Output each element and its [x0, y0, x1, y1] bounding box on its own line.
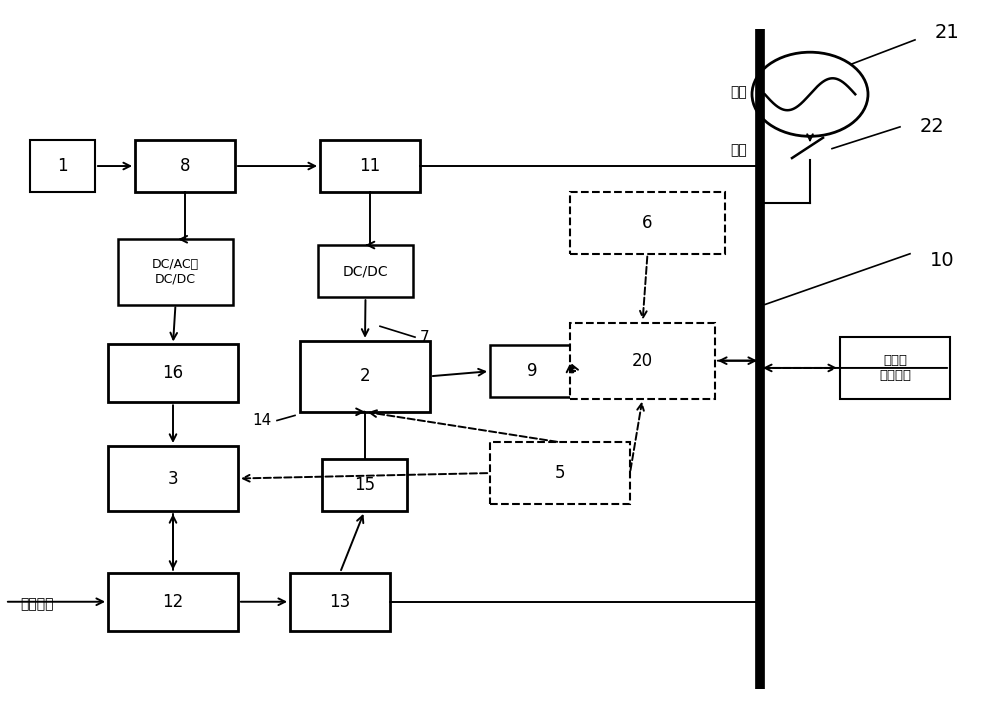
Text: 12: 12	[162, 593, 184, 610]
Text: 10: 10	[930, 252, 955, 270]
Text: 6: 6	[642, 214, 653, 232]
Text: 13: 13	[329, 593, 351, 610]
Text: 1: 1	[57, 157, 68, 175]
Bar	[135, 140, 235, 192]
Text: DC/AC或
DC/DC: DC/AC或 DC/DC	[152, 258, 199, 286]
Text: 电网: 电网	[730, 85, 747, 99]
Bar	[118, 239, 233, 304]
Bar	[108, 344, 238, 402]
Text: 16: 16	[162, 365, 184, 382]
Bar	[108, 446, 238, 511]
Bar	[490, 345, 575, 397]
Text: 局域网
交流负荷: 局域网 交流负荷	[879, 354, 911, 382]
Bar	[30, 140, 95, 192]
Text: 太阳光照: 太阳光照	[20, 597, 54, 611]
Bar	[108, 573, 238, 631]
Text: 7: 7	[420, 330, 430, 344]
Text: 20: 20	[632, 352, 653, 370]
Text: 21: 21	[935, 23, 960, 42]
Text: DC/DC: DC/DC	[343, 264, 388, 278]
Text: 14: 14	[253, 413, 272, 428]
Bar	[490, 442, 630, 504]
Text: 15: 15	[354, 476, 375, 494]
Text: 9: 9	[527, 362, 538, 380]
Bar	[570, 323, 715, 399]
Text: 5: 5	[555, 464, 565, 482]
Text: 3: 3	[168, 470, 178, 487]
Bar	[322, 459, 407, 511]
Text: 电闸: 电闸	[730, 143, 747, 157]
Text: 8: 8	[180, 157, 190, 175]
Bar	[290, 573, 390, 631]
Bar	[300, 341, 430, 412]
Bar	[570, 192, 725, 254]
Text: 11: 11	[359, 157, 381, 175]
Bar	[318, 245, 413, 297]
Bar	[840, 337, 950, 399]
Text: 22: 22	[920, 117, 945, 136]
Text: 2: 2	[360, 368, 370, 385]
Bar	[320, 140, 420, 192]
